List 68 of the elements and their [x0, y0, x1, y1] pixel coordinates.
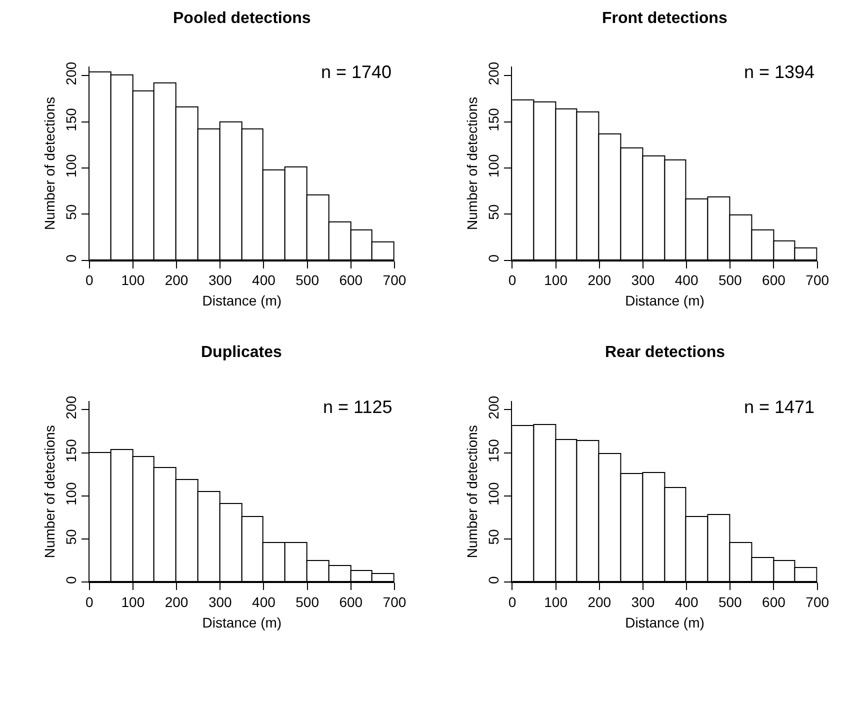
y-tick-label: 150 — [486, 438, 502, 462]
x-axis-title: Distance (m) — [202, 292, 282, 309]
x-tick-label: 500 — [296, 594, 320, 610]
chart-title: Front detections — [602, 10, 728, 27]
y-tick-label: 0 — [486, 576, 502, 584]
y-tick-label: 50 — [486, 528, 502, 545]
y-tick-label: 200 — [62, 62, 79, 86]
x-tick-label: 200 — [164, 594, 188, 610]
y-tick-label: 0 — [62, 576, 79, 584]
y-axis-title: Number of detections — [464, 96, 480, 230]
x-tick-label: 500 — [718, 594, 742, 610]
x-tick-label: 200 — [164, 272, 188, 288]
x-tick-label: 300 — [631, 594, 655, 610]
y-axis-title: Number of detections — [41, 425, 58, 558]
x-tick-label: 700 — [382, 272, 406, 288]
x-tick-label: 300 — [208, 594, 232, 610]
x-tick-label: 400 — [252, 272, 276, 288]
y-tick-label: 200 — [486, 396, 502, 420]
x-tick-label: 500 — [296, 272, 320, 288]
x-tick-label: 600 — [339, 272, 363, 288]
annotation: n = 1394 — [744, 62, 815, 82]
x-axis-title: Distance (m) — [625, 292, 704, 309]
x-tick-label: 600 — [762, 272, 786, 288]
x-axis-title: Distance (m) — [202, 614, 282, 630]
x-tick-label: 500 — [718, 272, 742, 288]
x-tick-label: 100 — [544, 272, 568, 288]
x-tick-label: 100 — [121, 594, 145, 610]
y-tick-label: 50 — [62, 528, 79, 545]
chart-title: Pooled detections — [173, 10, 311, 27]
y-tick-label: 150 — [62, 108, 79, 132]
y-tick-label: 100 — [486, 154, 502, 178]
y-tick-label: 150 — [62, 438, 79, 462]
y-tick-label: 0 — [486, 254, 502, 262]
y-tick-label: 100 — [62, 482, 79, 506]
x-tick-label: 400 — [674, 272, 698, 288]
y-tick-label: 0 — [62, 254, 79, 262]
x-tick-label: 100 — [121, 272, 145, 288]
x-tick-label: 0 — [85, 272, 94, 288]
y-tick-label: 100 — [62, 154, 79, 178]
x-tick-label: 700 — [382, 594, 406, 610]
chart-title: Duplicates — [201, 344, 282, 361]
x-tick-label: 0 — [508, 594, 516, 610]
x-tick-label: 0 — [508, 272, 516, 288]
x-tick-label: 0 — [85, 594, 94, 610]
y-tick-label: 50 — [62, 204, 79, 220]
x-axis-title: Distance (m) — [625, 614, 704, 630]
x-tick-label: 700 — [806, 272, 830, 288]
y-tick-label: 150 — [486, 108, 502, 132]
x-tick-label: 400 — [252, 594, 276, 610]
x-tick-label: 300 — [631, 272, 655, 288]
chart-title: Rear detections — [605, 344, 726, 361]
annotation: n = 1125 — [323, 397, 392, 417]
y-tick-label: 200 — [62, 396, 79, 420]
y-axis-title: Number of detections — [41, 96, 58, 230]
x-tick-label: 200 — [588, 272, 612, 288]
y-tick-label: 100 — [486, 482, 502, 506]
x-tick-label: 200 — [588, 594, 612, 610]
x-tick-label: 700 — [806, 594, 830, 610]
x-tick-label: 600 — [339, 594, 363, 610]
y-tick-label: 200 — [486, 62, 502, 86]
x-tick-label: 300 — [208, 272, 232, 288]
annotation: n = 1740 — [321, 62, 392, 82]
x-tick-label: 100 — [544, 594, 568, 610]
y-axis-title: Number of detections — [464, 425, 480, 558]
y-tick-label: 50 — [486, 204, 502, 220]
x-tick-label: 600 — [762, 594, 786, 610]
x-tick-label: 400 — [674, 594, 698, 610]
annotation: n = 1471 — [744, 397, 815, 417]
